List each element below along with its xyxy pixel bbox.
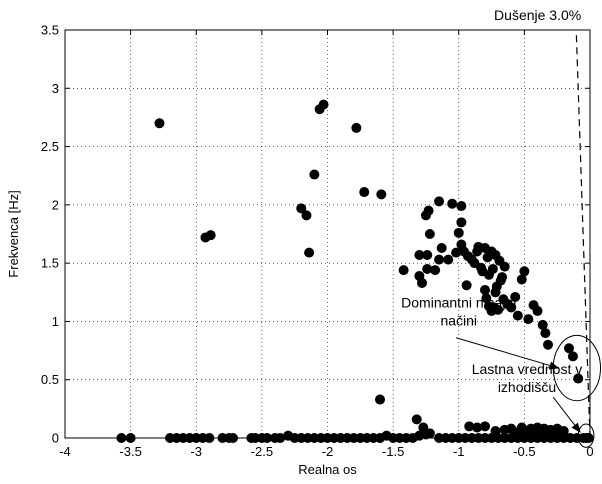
data-point [510,291,521,302]
data-point [424,229,435,239]
x-tick-label: -4 [59,444,71,459]
y-tick-label: 0 [52,431,59,446]
data-point [519,266,530,277]
data-point [480,421,490,432]
data-point [461,280,472,291]
damping-label: Dušenje 3.0% [494,7,581,23]
data-point [447,198,458,209]
data-point [422,249,433,260]
data-point [532,305,543,316]
data-point [154,118,165,129]
data-point [456,201,467,212]
data-point [423,205,434,216]
data-point [481,293,492,304]
data-point [296,203,307,214]
data-point [583,433,594,443]
data-point [506,302,517,313]
data-point [125,433,136,443]
data-point [487,263,498,274]
data-point [275,433,286,443]
data-point [537,319,548,330]
data-point [301,210,312,221]
x-tick-label: -3.5 [119,444,141,459]
data-point [564,343,574,354]
data-point [558,426,569,437]
data-point [309,169,320,180]
x-tick-label: -2.5 [251,444,273,459]
data-point [351,122,362,133]
data-point [573,373,584,384]
x-axis-label: Realna os [298,462,357,477]
y-tick-label: 3.5 [41,23,59,38]
data-point [376,189,387,200]
data-point [453,227,464,238]
origin-eigenvalue-circle [577,423,595,448]
data-point [407,433,418,443]
data-point [512,310,523,321]
data-point [540,328,551,339]
x-tick-label: -2 [322,444,334,459]
data-point [422,263,433,274]
data-point [411,414,422,425]
data-point [472,422,483,433]
data-point [116,433,127,443]
data-point [434,196,445,207]
y-tick-label: 0.5 [41,372,59,387]
arrow-origin [552,396,581,433]
data-point [417,277,427,288]
data-point [451,247,462,258]
damping-line [575,29,591,439]
y-tick-label: 2.5 [41,139,59,154]
y-tick-label: 3 [52,81,59,96]
x-tick-label: -1.5 [382,444,404,459]
annotation-dominant-line1: Dominantni nihajni [401,295,516,311]
y-tick-label: 1 [52,314,59,329]
data-point [443,254,454,265]
x-tick-label: 0 [586,444,593,459]
points-layer [116,99,594,443]
y-axis-label: Frekvenca [Hz] [6,190,21,277]
x-tick-label: -1 [453,444,465,459]
data-point [318,99,329,110]
data-point [304,247,315,258]
data-point [480,284,490,295]
arrow-dominant [455,337,560,370]
data-point [567,351,578,362]
data-point [543,339,553,350]
data-point [523,314,534,325]
data-point [205,230,216,241]
data-point [204,433,215,443]
data-point [493,304,504,315]
data-point [424,428,435,439]
y-tick-label: 1.5 [41,256,59,271]
data-point [359,187,370,198]
data-point [464,421,475,432]
overlay-layer: Dušenje 3.0% Dominantni nihajni načini Last… [401,7,601,448]
x-tick-label: -0.5 [513,444,535,459]
x-tick-label: -3 [190,444,202,459]
data-point [414,249,425,260]
data-point [495,275,506,286]
data-point [375,394,385,405]
annotation-origin-line2: izhodišču [498,379,556,395]
y-tick-label: 2 [52,197,59,212]
data-point [430,265,441,276]
data-point [499,261,510,272]
annotation-dominant-line2: načini [440,313,477,329]
data-point [262,433,273,443]
data-point [456,217,467,228]
data-point [398,265,409,276]
data-point [490,287,501,298]
annotation-origin-line1: Lastna vrednost v [472,361,583,377]
data-point [434,254,445,265]
data-point [436,242,447,253]
data-point [516,274,527,285]
data-point [228,433,238,443]
